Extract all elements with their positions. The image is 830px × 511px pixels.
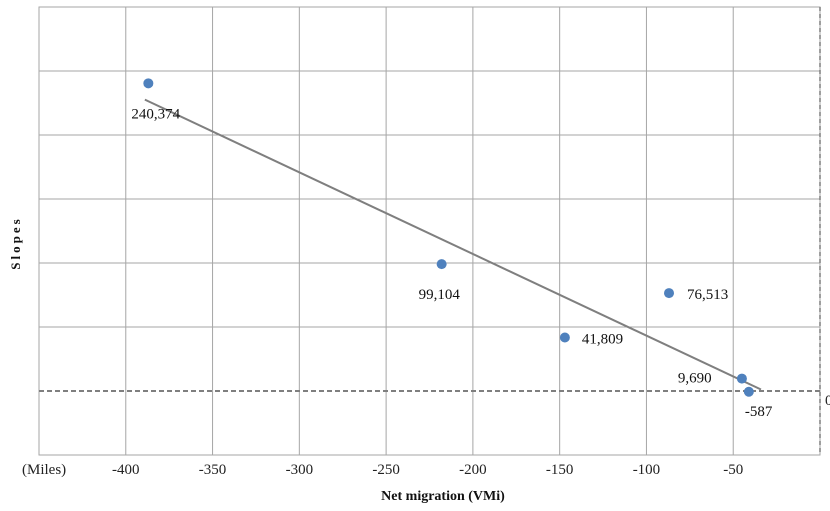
data-label: 76,513 xyxy=(687,287,728,303)
x-tick-label: -300 xyxy=(286,462,314,478)
grid-layer xyxy=(38,6,821,456)
data-labels-layer: 240,374 99,104 41,809 76,513 9,690 -587 xyxy=(131,106,772,419)
x-tick-label: -400 xyxy=(112,462,140,478)
x-tick-labels-layer: -400 -350 -300 -250 -200 -150 -100 -50 xyxy=(112,462,743,478)
data-point xyxy=(736,373,747,384)
x-tick-label: -350 xyxy=(199,462,227,478)
x-tick-label: -250 xyxy=(372,462,400,478)
x-tick-label: -150 xyxy=(546,462,574,478)
data-label: 99,104 xyxy=(419,287,461,303)
x-tick-label: -100 xyxy=(633,462,661,478)
data-point xyxy=(559,332,570,343)
data-label: 240,374 xyxy=(131,106,180,122)
x-axis-title: Net migration (VMi) xyxy=(381,489,505,504)
data-point xyxy=(436,259,447,270)
zero-line-layer xyxy=(39,7,821,455)
data-point xyxy=(743,386,754,397)
data-point xyxy=(664,288,675,299)
zero-line-label: 0 xyxy=(825,393,830,409)
data-point xyxy=(143,78,154,89)
x-tick-label: -50 xyxy=(723,462,743,478)
trendline xyxy=(144,98,762,391)
trendline-layer xyxy=(144,98,762,391)
points-layer xyxy=(143,78,754,397)
y-axis-title: Slopes xyxy=(8,216,23,269)
data-label: -587 xyxy=(745,404,773,420)
x-unit-label: (Miles) xyxy=(22,462,66,478)
x-tick-label: -200 xyxy=(459,462,487,478)
data-label: 9,690 xyxy=(678,371,712,387)
data-label: 41,809 xyxy=(582,331,623,347)
plot-area-border xyxy=(38,6,821,456)
